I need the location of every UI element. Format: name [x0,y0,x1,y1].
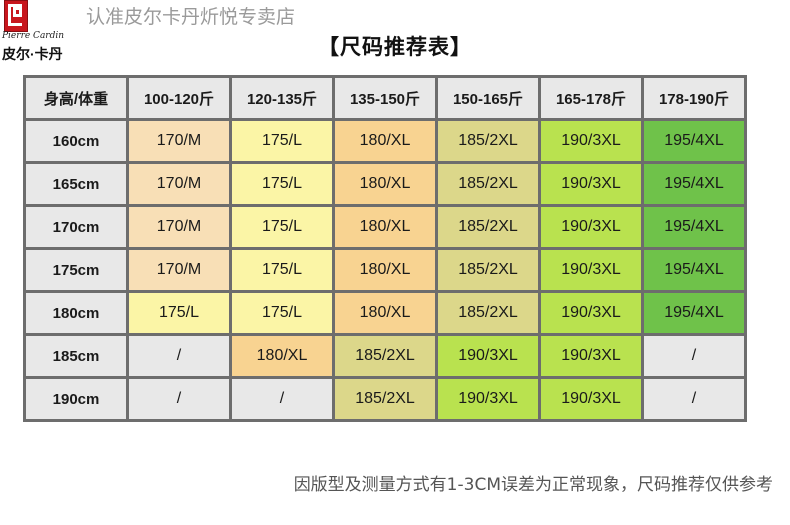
table-row: 175cm 170/M 175/L 180/XL 185/2XL 190/3XL 195/4… [23,247,747,293]
size-cell: 190/3XL [538,118,644,164]
height-row-header: 190cm [23,376,129,422]
size-cell: 175/L [229,118,335,164]
size-cell: 180/XL [332,118,438,164]
height-row-header: 185cm [23,333,129,379]
size-cell: 180/XL [332,290,438,336]
size-cell: 175/L [229,161,335,207]
height-row-header: 170cm [23,204,129,250]
size-cell: 180/XL [332,247,438,293]
table-row: 190cm //185/2XL 190/3XL 190/3XL / [23,376,747,422]
height-row-header: 175cm [23,247,129,293]
size-cell: 190/3XL [538,247,644,293]
size-cell: 170/M [126,161,232,207]
size-cell: / [641,333,747,379]
weight-column-header: 100-120斤 [126,75,232,121]
size-cell: 195/4XL [641,247,747,293]
size-cell: 170/M [126,247,232,293]
size-cell: 195/4XL [641,118,747,164]
table-row: 185cm/180/XL 185/2XL 190/3XL 190/3XL / [23,333,747,379]
weight-column-header: 178-190斤 [641,75,747,121]
brand-name: 皮尔·卡丹 [2,46,63,62]
weight-column-header: 150-165斤 [435,75,541,121]
table-row: 180cm 175/L 175/L 180/XL 185/2XL 190/3XL 195/4… [23,290,747,336]
size-cell: 185/2XL [332,376,438,422]
size-cell: 190/3XL [538,161,644,207]
size-cell: 195/4XL [641,161,747,207]
size-chart-table: 身高/体重 100-120斤 120-135斤 135-150斤 150-165斤 165… [23,75,747,422]
disclaimer-note: 因版型及测量方式有1-3CM误差为正常现象，尺码推荐仅供参考 [293,475,773,495]
size-cell: 190/3XL [538,204,644,250]
size-cell: / [229,376,335,422]
size-cell: / [641,376,747,422]
size-cell: 185/2XL [435,161,541,207]
page-title: 【尺码推荐表】 [318,36,472,59]
size-cell: 180/XL [332,204,438,250]
corner-header: 身高/体重 [23,75,129,121]
size-cell: 190/3XL [538,333,644,379]
size-cell: 175/L [229,290,335,336]
height-row-header: 180cm [23,290,129,336]
table-row: 170cm 170/M 175/L 180/XL 185/2XL 190/3XL 195/4… [23,204,747,250]
brand-script-name: Pierre Cardin [2,31,65,41]
height-row-header: 160cm [23,118,129,164]
size-cell: 170/M [126,118,232,164]
table-row: 165cm 170/M 175/L 180/XL 185/2XL 190/3XL 195/4… [23,161,747,207]
size-cell: 185/2XL [435,290,541,336]
size-cell: 170/M [126,204,232,250]
size-cell: 185/2XL [435,204,541,250]
size-cell: 190/3XL [538,290,644,336]
size-cell: 175/L [126,290,232,336]
pierre-cardin-logo-icon [4,0,28,32]
size-cell: 190/3XL [435,376,541,422]
size-cell: 180/XL [229,333,335,379]
size-cell: 190/3XL [435,333,541,379]
size-cell: 190/3XL [538,376,644,422]
size-cell: 185/2XL [435,118,541,164]
size-cell: 175/L [229,247,335,293]
header-row: 身高/体重 100-120斤 120-135斤 135-150斤 150-165斤 165… [23,75,747,121]
store-line: 认准皮尔卡丹炘悦专卖店 [86,6,296,28]
height-row-header: 165cm [23,161,129,207]
table-row: 160cm 170/M 175/L 180/XL 185/2XL 190/3XL 195/4… [23,118,747,164]
weight-column-header: 165-178斤 [538,75,644,121]
size-cell: / [126,333,232,379]
weight-column-header: 120-135斤 [229,75,335,121]
size-cell: 195/4XL [641,204,747,250]
size-cell: 175/L [229,204,335,250]
size-cell: 185/2XL [435,247,541,293]
weight-column-header: 135-150斤 [332,75,438,121]
size-cell: 195/4XL [641,290,747,336]
size-cell: 185/2XL [332,333,438,379]
size-cell: 180/XL [332,161,438,207]
size-cell: / [126,376,232,422]
